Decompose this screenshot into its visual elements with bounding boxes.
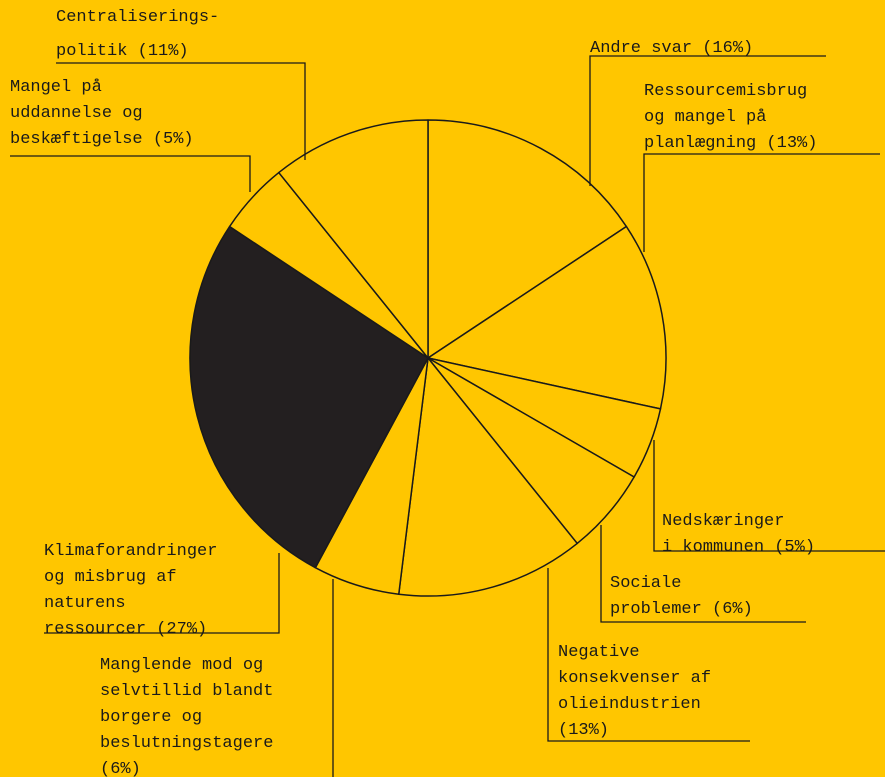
slice-label-line: beslutningstagere	[100, 734, 273, 753]
leader-line-0	[589, 55, 826, 186]
slice-label-line: og misbrug af	[44, 568, 177, 587]
slice-label-5: Manglende mod og selvtillid blandt borgere…	[100, 656, 273, 777]
slice-label-line: Mangel på	[10, 78, 102, 97]
slice-label-line: beskæftigelse (5%)	[10, 130, 194, 149]
leader-line-8	[56, 62, 306, 160]
slice-label-6: Klimaforandringer og misbrug af naturens re…	[44, 542, 217, 639]
leader-line-7	[10, 155, 251, 192]
slice-label-line: uddannelse og	[10, 104, 143, 123]
pie-slice-4	[398, 357, 578, 597]
slice-label-line: Centraliserings-	[56, 8, 219, 27]
pie-slice-0	[427, 119, 628, 359]
slice-label-7: Mangel på uddannelse og beskæftigelse (5%)	[10, 78, 194, 149]
slice-label-0: Andre svar (16%)	[590, 39, 753, 58]
slice-labels: Andre svar (16%) Ressourcemisbrug og mange…	[10, 8, 817, 777]
slice-label-1: Ressourcemisbrug og mangel på planlægning …	[644, 82, 817, 153]
leader-line-3	[600, 525, 806, 623]
slice-label-line: politik (11%)	[56, 42, 189, 61]
slice-label-line: Ressourcemisbrug	[644, 82, 807, 101]
slice-label-line: naturens	[44, 594, 126, 613]
slice-label-3: Sociale problemer (6%)	[610, 574, 753, 619]
slice-label-8: Centraliserings-politik (11%)	[56, 8, 219, 61]
pie-slices	[189, 119, 667, 597]
slice-label-4: Negative konsekvenser af olieindustrien (13…	[558, 643, 711, 740]
slice-label-line: Nedskæringer	[662, 512, 784, 531]
slice-label-line: ressourcer (27%)	[44, 620, 207, 639]
leader-line-1	[643, 153, 880, 252]
slice-label-line: planlægning (13%)	[644, 134, 817, 153]
slice-label-line: Sociale	[610, 574, 681, 593]
slice-label-line: i kommunen (5%)	[662, 538, 815, 557]
slice-label-line: (13%)	[558, 721, 609, 740]
slice-label-line: Andre svar (16%)	[590, 39, 753, 58]
slice-label-line: Negative	[558, 643, 640, 662]
slice-label-2: Nedskæringer i kommunen (5%)	[662, 512, 815, 557]
slice-label-line: og mangel på	[644, 108, 766, 127]
slice-label-line: konsekvenser af	[558, 669, 711, 688]
leader-line-6	[44, 553, 280, 634]
leader-lines	[10, 55, 885, 777]
leader-line-4	[547, 568, 750, 742]
slice-label-line: Klimaforandringer	[44, 542, 217, 561]
leader-line-2	[653, 440, 885, 552]
pie-slice-6	[189, 225, 429, 569]
slice-label-line: (6%)	[100, 760, 141, 777]
slice-label-line: selvtillid blandt	[100, 682, 273, 701]
slice-label-line: Manglende mod og	[100, 656, 263, 675]
slice-label-line: borgere og	[100, 708, 202, 727]
pie-slice-8	[278, 119, 429, 359]
slice-label-line: olieindustrien	[558, 695, 701, 714]
slice-label-line: problemer (6%)	[610, 600, 753, 619]
pie-slice-1	[427, 225, 667, 410]
